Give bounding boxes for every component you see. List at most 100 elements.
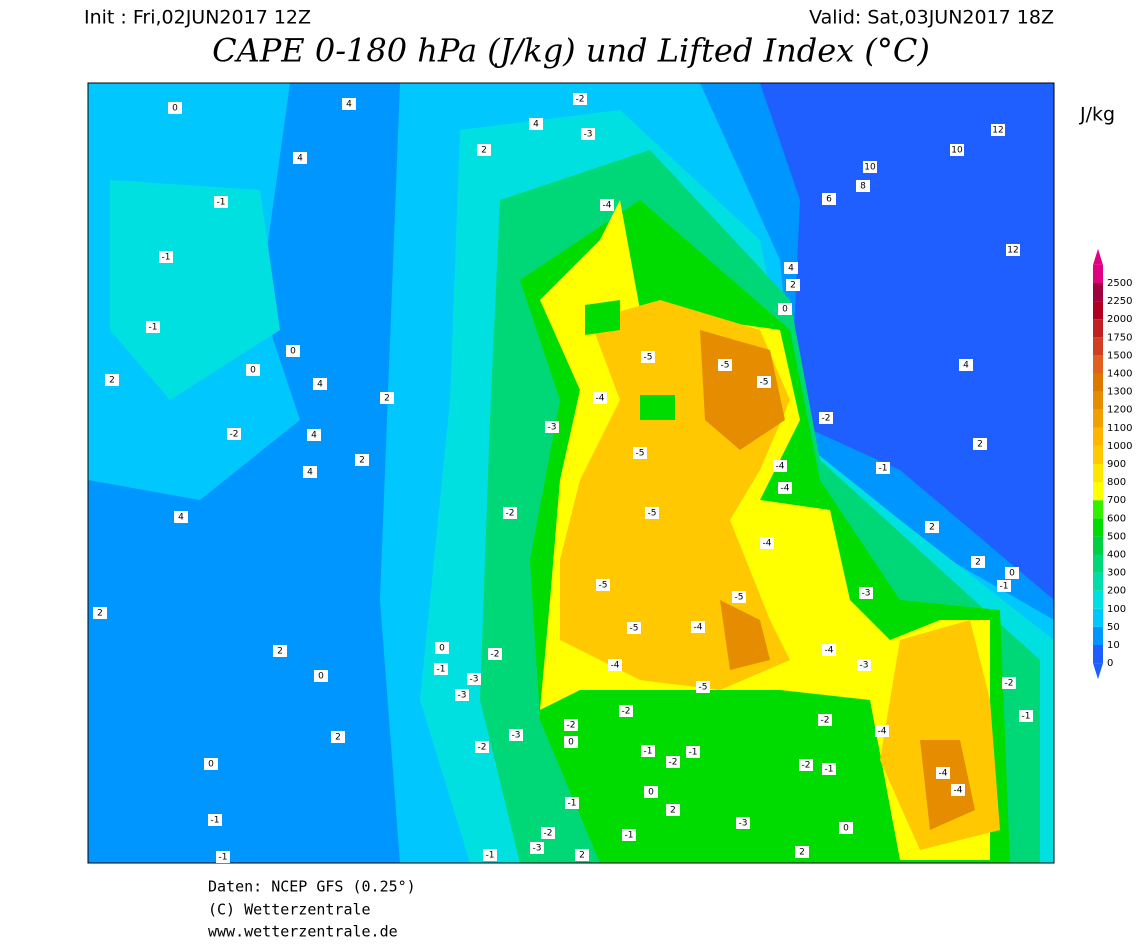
legend-swatch	[1093, 518, 1103, 537]
lifted-index-label: -1	[625, 831, 634, 841]
lifted-index-label: -4	[825, 646, 834, 656]
label-box	[732, 591, 746, 603]
label-box	[564, 719, 578, 731]
lifted-index-label: -3	[512, 731, 521, 741]
lifted-index-label: -2	[567, 721, 576, 731]
label-box	[293, 152, 307, 164]
lifted-index-label: -5	[644, 353, 653, 363]
lifted-index-label: -3	[470, 675, 479, 685]
lifted-index-label: -2	[1005, 679, 1014, 689]
map-frame	[87, 82, 1055, 864]
label-box	[666, 756, 680, 768]
label-box	[342, 98, 356, 110]
label-box	[1005, 567, 1019, 579]
label-box	[593, 392, 607, 404]
label-box	[1006, 244, 1020, 256]
label-box	[575, 849, 589, 861]
label-box	[778, 482, 792, 494]
lifted-index-label: -2	[230, 430, 239, 440]
label-box	[331, 731, 345, 743]
label-box	[564, 736, 578, 748]
label-box	[483, 849, 497, 861]
lifted-index-label: -1	[879, 464, 888, 474]
label-box	[455, 689, 469, 701]
label-box	[477, 144, 491, 156]
legend-swatch	[1093, 500, 1103, 519]
lifted-index-label: -1	[825, 765, 834, 775]
lifted-index-label: -3	[584, 130, 593, 140]
legend-swatch	[1093, 554, 1103, 573]
lifted-index-label: 0	[172, 104, 178, 114]
label-box	[822, 193, 836, 205]
lifted-index-label: -4	[763, 539, 772, 549]
legend-label: 1100	[1107, 423, 1132, 434]
legend-label: 0	[1107, 658, 1113, 669]
lifted-index-label: -5	[599, 581, 608, 591]
label-box	[997, 580, 1011, 592]
lifted-index-label: -5	[699, 683, 708, 693]
lifted-index-label: -1	[689, 748, 698, 758]
legend-swatch	[1093, 301, 1103, 320]
lifted-index-label: -3	[548, 423, 557, 433]
lifted-index-label: -5	[721, 361, 730, 371]
legend-unit: J/kg	[1079, 104, 1115, 126]
label-box	[619, 705, 633, 717]
label-box	[760, 537, 774, 549]
legend-label: 1200	[1107, 405, 1132, 416]
legend-swatch	[1093, 572, 1103, 591]
label-box	[314, 670, 328, 682]
label-box	[645, 507, 659, 519]
label-box	[818, 714, 832, 726]
legend-swatch	[1093, 337, 1103, 356]
lifted-index-label: -1	[568, 799, 577, 809]
label-box	[959, 359, 973, 371]
label-box	[686, 746, 700, 758]
lifted-index-label: 2	[359, 456, 365, 466]
label-box	[435, 642, 449, 654]
legend-label: 1300	[1107, 387, 1132, 398]
lifted-index-label: -1	[149, 323, 158, 333]
init-time: Init : Fri,02JUN2017 12Z	[84, 7, 311, 29]
legend: J/kg 0 10 50 100 200 300 400 500 600 700 800 900 100…	[1079, 104, 1132, 680]
label-box	[608, 659, 622, 671]
label-box	[795, 846, 809, 858]
legend-swatch	[1093, 264, 1103, 283]
label-box	[863, 161, 877, 173]
legend-swatch	[1093, 645, 1103, 664]
label-box	[216, 851, 230, 863]
lifted-index-label: 0	[318, 672, 324, 682]
lifted-index-label: 2	[109, 376, 115, 386]
lifted-index-label: -1	[1000, 582, 1009, 592]
label-box	[973, 438, 987, 450]
lifted-index-label: -1	[437, 665, 446, 675]
legend-label: 900	[1107, 459, 1126, 470]
lifted-index-label: -2	[544, 829, 553, 839]
label-box	[530, 842, 544, 854]
map-title: CAPE 0-180 hPa (J/kg) und Lifted Index (…	[212, 32, 930, 70]
lifted-index-label: 10	[951, 146, 963, 156]
contour-labels: -2-344024-1-1-100424-22442-4-5-5-5-4-3-5…	[93, 93, 1033, 863]
label-box	[859, 587, 873, 599]
label-box	[718, 359, 732, 371]
legend-label: 700	[1107, 495, 1126, 506]
legend-label: 1400	[1107, 369, 1132, 380]
legend-swatch	[1093, 536, 1103, 555]
label-box	[246, 364, 260, 376]
label-box	[696, 681, 710, 693]
label-box	[876, 462, 890, 474]
lifted-index-label: -2	[822, 414, 831, 424]
lifted-index-label: 2	[277, 647, 283, 657]
label-box	[434, 663, 448, 675]
cape-field	[88, 83, 1054, 863]
label-box	[93, 607, 107, 619]
lifted-index-label: -2	[576, 95, 585, 105]
label-box	[313, 378, 327, 390]
label-box	[355, 454, 369, 466]
lifted-index-label: 12	[1007, 246, 1018, 256]
valid-time: Valid: Sat,03JUN2017 18Z	[809, 7, 1054, 29]
label-box	[303, 466, 317, 478]
legend-label: 10	[1107, 640, 1120, 651]
lifted-index-label: -3	[533, 844, 542, 854]
label-box	[146, 321, 160, 333]
lifted-index-label: 12	[992, 126, 1003, 136]
